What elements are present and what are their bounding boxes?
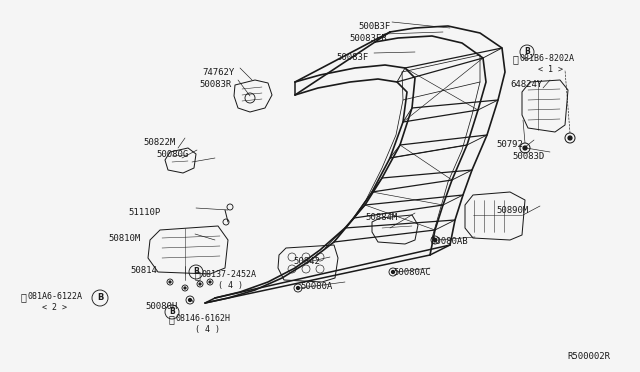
Circle shape (523, 146, 527, 150)
Circle shape (184, 287, 186, 289)
Text: 50083F: 50083F (336, 53, 368, 62)
Text: 081A6-6122A: 081A6-6122A (28, 292, 83, 301)
Text: 50890M: 50890M (496, 206, 528, 215)
Text: 50810M: 50810M (108, 234, 140, 243)
Circle shape (209, 281, 211, 283)
Text: Ⓑ: Ⓑ (20, 292, 26, 302)
Text: 51110P: 51110P (128, 208, 160, 217)
Circle shape (169, 281, 171, 283)
Text: B: B (97, 294, 103, 302)
Text: 50083D: 50083D (512, 152, 544, 161)
Text: B: B (193, 267, 199, 276)
Text: Ⓑ: Ⓑ (194, 270, 200, 280)
Text: 50080G: 50080G (156, 150, 188, 159)
Text: 50083R: 50083R (199, 80, 231, 89)
Text: 50080H: 50080H (145, 302, 177, 311)
Text: < 2 >: < 2 > (42, 303, 67, 312)
Circle shape (189, 298, 191, 301)
Circle shape (433, 238, 436, 241)
Text: 50792: 50792 (496, 140, 523, 149)
Text: 50080AC: 50080AC (393, 268, 431, 277)
Circle shape (199, 283, 201, 285)
Text: 08137-2452A: 08137-2452A (202, 270, 257, 279)
Text: 50814: 50814 (130, 266, 157, 275)
Text: B: B (169, 308, 175, 317)
Text: 64824Y: 64824Y (510, 80, 542, 89)
Text: 50083FB: 50083FB (349, 34, 387, 43)
Text: Ⓑ: Ⓑ (168, 314, 174, 324)
Text: 50884M: 50884M (365, 213, 397, 222)
Text: < 1 >: < 1 > (538, 65, 563, 74)
Text: ( 4 ): ( 4 ) (218, 281, 243, 290)
Text: 500B3F: 500B3F (358, 22, 390, 31)
Text: Ⓑ: Ⓑ (512, 54, 518, 64)
Text: B: B (524, 48, 530, 57)
Text: 08146-6162H: 08146-6162H (176, 314, 231, 323)
Circle shape (392, 270, 394, 273)
Circle shape (296, 286, 300, 289)
Text: 081B6-8202A: 081B6-8202A (520, 54, 575, 63)
Text: 50080AB: 50080AB (430, 237, 468, 246)
Text: 74762Y: 74762Y (202, 68, 234, 77)
Circle shape (568, 136, 572, 140)
Text: ( 4 ): ( 4 ) (195, 325, 220, 334)
Text: 50842: 50842 (293, 257, 320, 266)
Text: R500002R: R500002R (567, 352, 610, 361)
Text: 50822M: 50822M (143, 138, 175, 147)
Text: 50080A: 50080A (300, 282, 332, 291)
